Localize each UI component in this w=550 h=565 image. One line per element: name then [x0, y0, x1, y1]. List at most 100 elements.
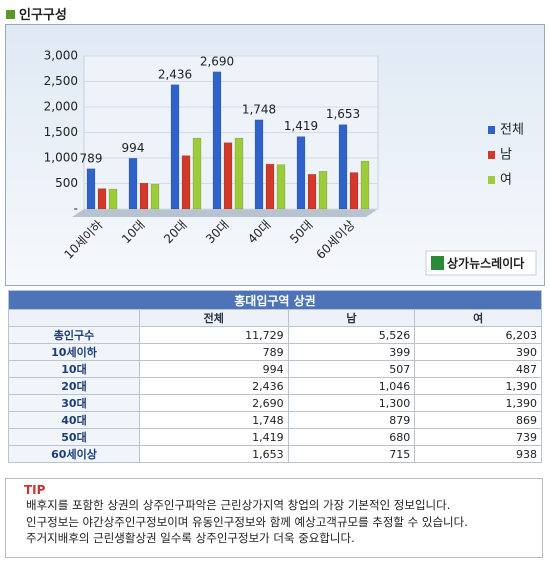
table-title: 홍대입구역 상권: [8, 290, 542, 310]
logo-icon: [431, 256, 444, 270]
data-label: 1,748: [242, 102, 276, 116]
value-cell: 789: [139, 343, 289, 361]
value-cell: 1,300: [287, 394, 416, 412]
data-label: 1,419: [284, 119, 318, 133]
bar: [181, 155, 191, 210]
tip-box: TIP 배후지를 포함한 상권의 상주인구파악은 근린상가지역 창업의 가장 기본…: [5, 478, 543, 558]
x-tick-label: 20대: [161, 218, 190, 247]
y-tick-label: 2,500: [44, 74, 78, 88]
bar: [170, 84, 180, 210]
data-label: 2,436: [158, 67, 192, 81]
value-cell: 1,390: [414, 394, 542, 412]
x-tick-label: 60세이상: [313, 218, 357, 262]
bar: [296, 136, 306, 210]
bar: [108, 188, 118, 210]
value-cell: 994: [139, 360, 289, 378]
value-cell: 879: [287, 411, 416, 429]
y-tick-label: -: [74, 202, 78, 216]
watermark-logo: 상가뉴스레이다: [425, 250, 537, 276]
data-label: 1,653: [326, 107, 360, 121]
header-cell: 전체: [139, 309, 289, 327]
value-cell: 390: [414, 343, 542, 361]
bar: [234, 137, 244, 210]
value-cell: 1,653: [139, 445, 289, 463]
header-cell: [8, 309, 140, 327]
value-cell: 2,690: [139, 394, 289, 412]
legend-label: 전체: [500, 123, 524, 138]
tip-line: 인구정보는 야간상주인구정보이며 유동인구정보와 함께 예상고객규모를 추정할 …: [26, 514, 468, 529]
bar: [139, 182, 149, 210]
bar: [265, 163, 275, 210]
value-cell: 715: [287, 445, 416, 463]
x-tick-label: 10세이하: [61, 218, 105, 262]
table-row: 40대 1,748 879 869: [8, 411, 542, 429]
bar: [86, 168, 96, 210]
data-label: 789: [80, 151, 103, 165]
chart-panel: 상가뉴스레이다 - 500 1,000 1,500 2,000 2,500 3,000 10세…: [5, 24, 545, 286]
header-cell: 남: [287, 309, 416, 327]
section-header: 인구구성: [6, 4, 67, 23]
tip-line: 주거지배후의 근린생활상권 일수록 상주인구정보가 더욱 중요합니다.: [26, 531, 355, 545]
value-cell: 487: [414, 360, 542, 378]
table-row: 10대 994 507 487: [8, 360, 542, 378]
bar: [360, 160, 370, 210]
table-header-row: 전체 남 여: [8, 309, 542, 327]
bar: [97, 188, 107, 210]
x-tick-label: 40대: [245, 218, 274, 247]
bar: [223, 142, 233, 210]
value-cell: 6,203: [414, 326, 542, 344]
tip-line: 배후지를 포함한 상권의 상주인구파악은 근린상가지역 창업의 가장 기본적인 …: [26, 498, 451, 512]
value-cell: 5,526: [287, 326, 416, 344]
bar: [192, 137, 202, 210]
logo-text: 상가뉴스레이다: [447, 256, 524, 271]
row-label: 40대: [8, 411, 140, 429]
bar: [254, 119, 264, 210]
bar: [318, 171, 328, 210]
value-cell: 399: [287, 343, 416, 361]
bar: [212, 71, 222, 210]
row-label: 10대: [8, 360, 140, 378]
value-cell: 507: [287, 360, 416, 378]
table-row: 10세이하 789 399 390: [8, 343, 542, 361]
bar: [349, 172, 359, 210]
y-tick-label: 3,000: [44, 49, 78, 63]
value-cell: 739: [414, 428, 542, 446]
table-row: 50대 1,419 680 739: [8, 428, 542, 446]
bar: [338, 124, 348, 210]
y-tick-label: 1,000: [44, 151, 78, 165]
value-cell: 1,390: [414, 377, 542, 395]
chart: 상가뉴스레이다 - 500 1,000 1,500 2,000 2,500 3,000 10세…: [44, 49, 537, 276]
table-row: 30대 2,690 1,300 1,390: [8, 394, 542, 412]
value-cell: 938: [414, 445, 542, 463]
y-tick-label: 2,000: [44, 100, 78, 114]
header-icon: [6, 10, 15, 19]
y-tick-label: 500: [55, 176, 78, 190]
plot-floor: [72, 209, 378, 217]
value-cell: 1,046: [287, 377, 416, 395]
legend-label: 남: [500, 148, 512, 163]
table-row: 60세이상 1,653 715 938: [8, 445, 542, 463]
legend-swatch: [488, 126, 495, 134]
header-title: 인구구성: [19, 8, 67, 23]
data-label: 994: [122, 141, 145, 155]
data-table: 홍대입구역 상권 전체 남 여 총인구수 11,729 5,526 6,203 10세이하 789…: [8, 290, 542, 463]
bar: [307, 174, 317, 210]
table-row: 20대 2,436 1,046 1,390: [8, 377, 542, 395]
data-label: 2,690: [200, 54, 234, 68]
x-tick-label: 10대: [119, 218, 148, 247]
legend-label: 여: [500, 173, 512, 188]
legend-swatch: [488, 151, 495, 159]
value-cell: 11,729: [139, 326, 289, 344]
logo-box: [425, 250, 537, 276]
y-tick-label: 1,500: [44, 125, 78, 139]
x-tick-label: 30대: [203, 218, 232, 247]
table-title-row: 홍대입구역 상권: [8, 290, 542, 310]
row-label: 60세이상: [8, 445, 140, 463]
bar: [150, 183, 160, 210]
tip-label: TIP: [24, 483, 46, 497]
table-row: 총인구수 11,729 5,526 6,203: [8, 326, 542, 344]
row-label: 10세이하: [8, 343, 140, 361]
row-label: 30대: [8, 394, 140, 412]
row-label: 20대: [8, 377, 140, 395]
